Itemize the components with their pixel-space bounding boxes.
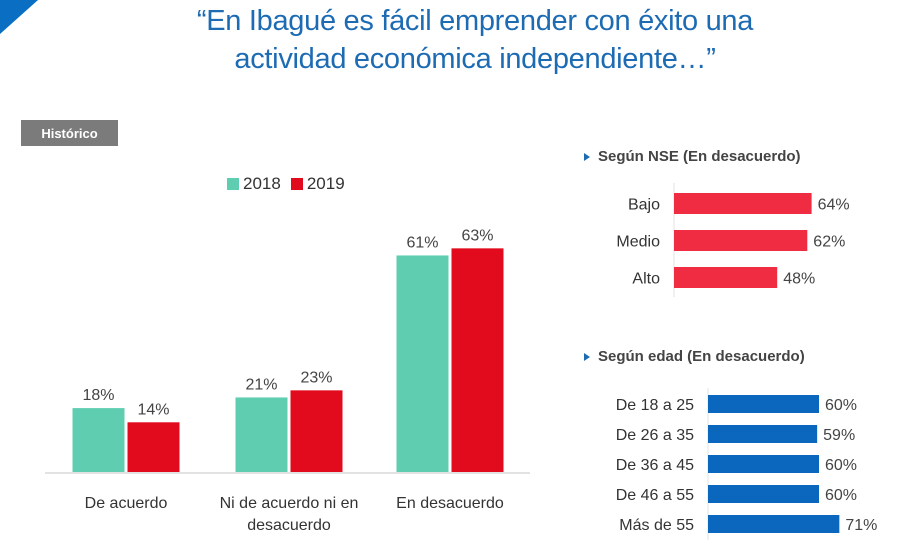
edad-bar (708, 515, 840, 533)
title-line-1: “En Ibagué es fácil emprender con éxito … (196, 5, 754, 37)
edad-value-label: 60% (825, 397, 857, 414)
edad-bar (708, 395, 819, 413)
legend-label-2018: 2018 (243, 174, 281, 193)
page-title: “En Ibagué es fácil emprender con éxito … (130, 2, 820, 78)
bar-2018 (235, 397, 288, 472)
edad-chart-title: Según edad (En desacuerdo) (598, 348, 805, 365)
legend-item-2018: 2018 (227, 174, 281, 194)
category-label: Ni de acuerdo ni en (220, 495, 359, 512)
bar-2018 (72, 408, 125, 472)
edad-bar (708, 455, 819, 473)
nse-bar (674, 193, 812, 214)
category-label: De acuerdo (85, 495, 168, 512)
bar-2018 (396, 255, 449, 472)
edad-category-label: De 26 a 35 (616, 427, 694, 444)
data-label-2018: 21% (245, 376, 277, 393)
nse-chart-title: Según NSE (En desacuerdo) (598, 148, 801, 165)
bullet-triangle-icon (584, 152, 590, 161)
edad-value-label: 59% (823, 427, 855, 444)
historico-badge: Histórico (21, 120, 118, 146)
bar-2019 (127, 422, 180, 472)
edad-bar (708, 485, 819, 503)
category-label: desacuerdo (247, 517, 331, 534)
legend-label-2019: 2019 (306, 174, 345, 193)
edad-chart-heading: Según edad (En desacuerdo) (584, 348, 805, 365)
data-label-2019: 14% (137, 401, 169, 418)
edad-category-label: De 18 a 25 (616, 397, 694, 414)
edad-value-label: 60% (825, 457, 857, 474)
nse-bar (674, 267, 778, 288)
corner-decoration (0, 0, 38, 34)
edad-value-label: 60% (825, 487, 857, 504)
edad-value-label: 71% (845, 517, 877, 534)
nse-value-label: 64% (818, 197, 850, 214)
edad-category-label: De 36 a 45 (616, 457, 694, 474)
data-label-2019: 63% (461, 227, 493, 244)
edad-category-label: De 46 a 55 (616, 487, 694, 504)
nse-chart-heading: Según NSE (En desacuerdo) (584, 148, 801, 165)
edad-bar (708, 425, 818, 443)
legend-swatch-2018 (227, 178, 239, 190)
nse-value-label: 48% (783, 271, 815, 288)
nse-value-label: 62% (813, 234, 845, 251)
chart-legend: 2018 2019 (227, 174, 355, 194)
data-label-2018: 18% (82, 387, 114, 404)
bar-2019 (290, 390, 343, 472)
legend-item-2019: 2019 (290, 174, 345, 194)
bullet-triangle-icon (584, 352, 590, 361)
nse-bar (674, 230, 808, 251)
nse-category-label: Medio (616, 234, 660, 251)
nse-category-label: Bajo (628, 197, 660, 214)
nse-category-label: Alto (632, 271, 660, 288)
title-line-2: actividad económica independiente…” (234, 43, 716, 75)
data-label-2018: 61% (406, 234, 438, 251)
legend-swatch-2019 (290, 178, 303, 190)
bar-2019 (451, 248, 504, 472)
edad-category-label: Más de 55 (619, 517, 694, 534)
data-label-2019: 23% (300, 369, 332, 386)
category-label: En desacuerdo (396, 495, 504, 512)
